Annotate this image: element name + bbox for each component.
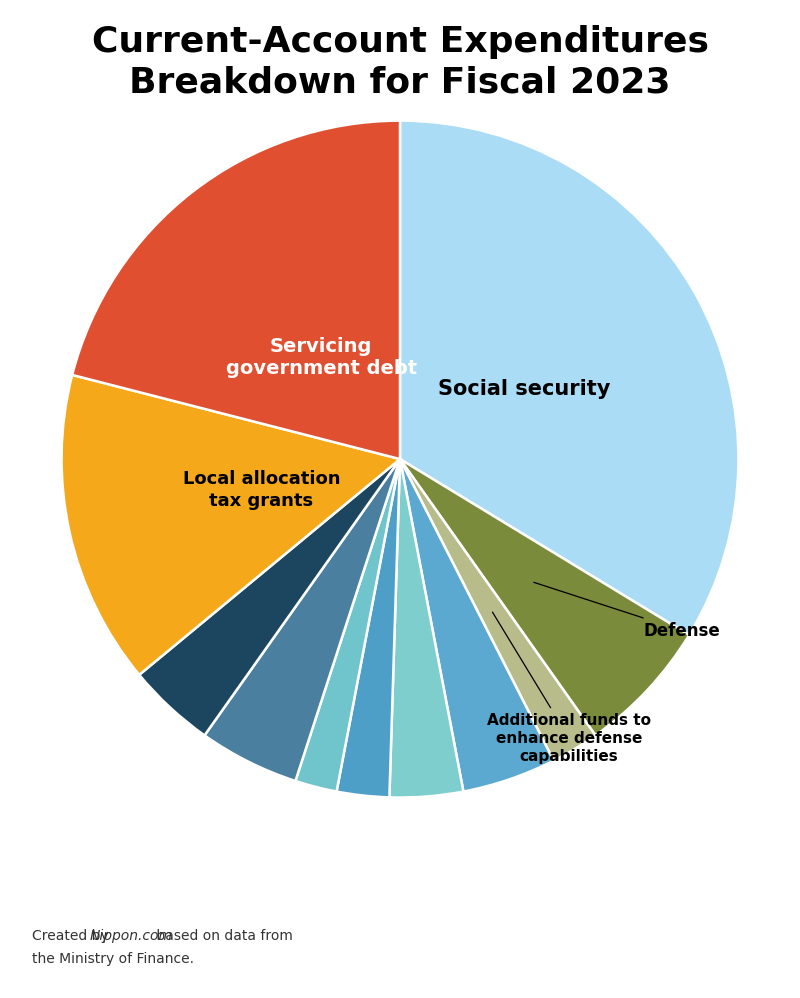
Text: Created by: Created by [32, 929, 113, 943]
Wedge shape [62, 375, 400, 675]
Wedge shape [400, 459, 595, 760]
Text: Additional funds to
enhance defense
capabilities: Additional funds to enhance defense capa… [487, 612, 651, 763]
Text: Local allocation
tax grants: Local allocation tax grants [182, 470, 340, 510]
Text: based on data from: based on data from [152, 929, 293, 943]
Wedge shape [295, 459, 400, 791]
Wedge shape [400, 459, 689, 736]
Wedge shape [205, 459, 400, 781]
Wedge shape [139, 459, 400, 736]
Wedge shape [400, 459, 554, 791]
Wedge shape [390, 459, 463, 797]
Text: Servicing
government debt: Servicing government debt [226, 336, 417, 378]
Text: the Ministry of Finance.: the Ministry of Finance. [32, 952, 194, 966]
Text: Social security: Social security [438, 379, 610, 399]
Text: Nippon.com: Nippon.com [90, 929, 173, 943]
Wedge shape [400, 121, 738, 635]
Text: Defense: Defense [534, 582, 721, 640]
Text: Current-Account Expenditures
Breakdown for Fiscal 2023: Current-Account Expenditures Breakdown f… [91, 25, 709, 100]
Wedge shape [72, 121, 400, 459]
Wedge shape [337, 459, 400, 797]
